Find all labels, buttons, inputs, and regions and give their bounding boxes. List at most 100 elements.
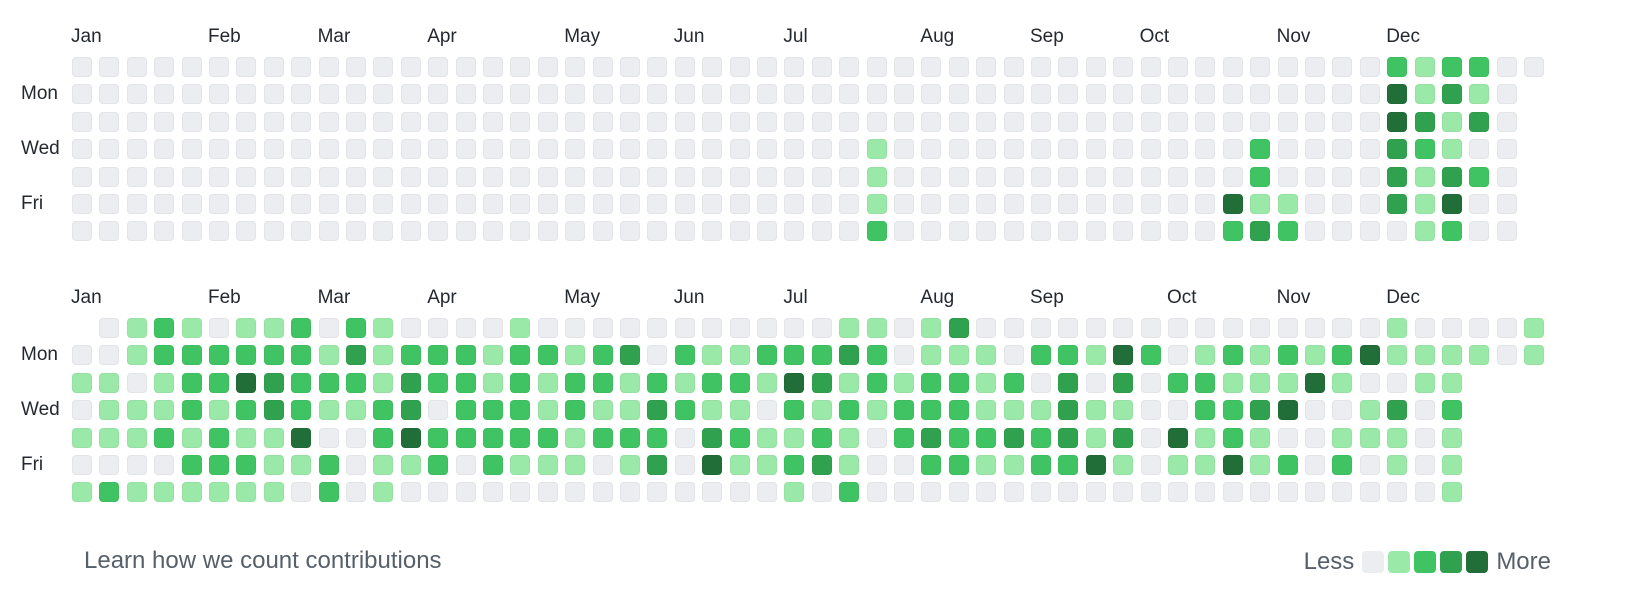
- contribution-day-cell[interactable]: [757, 221, 777, 242]
- contribution-day-cell[interactable]: [948, 318, 969, 338]
- contribution-day-cell[interactable]: [866, 194, 887, 214]
- contribution-day-cell[interactable]: [428, 455, 449, 475]
- contribution-day-cell[interactable]: [1003, 57, 1024, 77]
- contribution-day-cell[interactable]: [318, 57, 339, 77]
- contribution-day-cell[interactable]: [1277, 318, 1298, 338]
- contribution-day-cell[interactable]: [263, 194, 284, 214]
- contribution-day-cell[interactable]: [373, 57, 394, 77]
- contribution-day-cell[interactable]: [948, 84, 969, 105]
- contribution-day-cell[interactable]: [181, 194, 202, 214]
- contribution-day-cell[interactable]: [126, 427, 147, 448]
- contribution-day-cell[interactable]: [126, 166, 147, 187]
- contribution-day-cell[interactable]: [592, 318, 613, 338]
- contribution-day-cell[interactable]: [209, 455, 229, 475]
- contribution-day-cell[interactable]: [866, 345, 887, 366]
- contribution-day-cell[interactable]: [537, 400, 558, 421]
- contribution-day-cell[interactable]: [1222, 455, 1243, 475]
- contribution-day-cell[interactable]: [592, 84, 613, 105]
- contribution-day-cell[interactable]: [1003, 194, 1024, 214]
- contribution-day-cell[interactable]: [1359, 455, 1380, 475]
- contribution-day-cell[interactable]: [1222, 372, 1243, 393]
- contribution-day-cell[interactable]: [620, 455, 640, 475]
- contribution-day-cell[interactable]: [209, 318, 229, 338]
- contribution-day-cell[interactable]: [1031, 111, 1051, 132]
- contribution-day-cell[interactable]: [400, 84, 421, 105]
- contribution-day-cell[interactable]: [291, 318, 312, 338]
- contribution-day-cell[interactable]: [702, 318, 723, 338]
- contribution-day-cell[interactable]: [894, 111, 914, 132]
- contribution-day-cell[interactable]: [1031, 221, 1051, 242]
- contribution-day-cell[interactable]: [400, 427, 421, 448]
- contribution-day-cell[interactable]: [729, 166, 750, 187]
- contribution-day-cell[interactable]: [1250, 318, 1271, 338]
- contribution-day-cell[interactable]: [346, 372, 366, 393]
- contribution-day-cell[interactable]: [455, 318, 476, 338]
- contribution-day-cell[interactable]: [1222, 221, 1243, 242]
- contribution-day-cell[interactable]: [592, 455, 613, 475]
- contribution-day-cell[interactable]: [674, 194, 695, 214]
- contribution-day-cell[interactable]: [1469, 166, 1490, 187]
- contribution-day-cell[interactable]: [1250, 221, 1271, 242]
- contribution-day-cell[interactable]: [318, 139, 339, 160]
- contribution-day-cell[interactable]: [373, 139, 394, 160]
- contribution-day-cell[interactable]: [1332, 166, 1353, 187]
- contribution-day-cell[interactable]: [729, 345, 750, 366]
- contribution-day-cell[interactable]: [592, 345, 613, 366]
- contribution-day-cell[interactable]: [839, 372, 860, 393]
- contribution-day-cell[interactable]: [1442, 427, 1462, 448]
- contribution-day-cell[interactable]: [592, 57, 613, 77]
- contribution-day-cell[interactable]: [948, 345, 969, 366]
- contribution-day-cell[interactable]: [1168, 111, 1188, 132]
- contribution-day-cell[interactable]: [428, 427, 449, 448]
- contribution-day-cell[interactable]: [1250, 84, 1271, 105]
- contribution-day-cell[interactable]: [291, 455, 312, 475]
- contribution-day-cell[interactable]: [1168, 400, 1188, 421]
- contribution-day-cell[interactable]: [263, 482, 284, 503]
- contribution-day-cell[interactable]: [1140, 455, 1161, 475]
- contribution-day-cell[interactable]: [894, 455, 914, 475]
- contribution-day-cell[interactable]: [894, 372, 914, 393]
- contribution-day-cell[interactable]: [72, 372, 92, 393]
- contribution-day-cell[interactable]: [1113, 455, 1134, 475]
- contribution-day-cell[interactable]: [1469, 139, 1490, 160]
- contribution-day-cell[interactable]: [1469, 345, 1490, 366]
- contribution-day-cell[interactable]: [318, 455, 339, 475]
- contribution-day-cell[interactable]: [702, 482, 723, 503]
- contribution-day-cell[interactable]: [839, 221, 860, 242]
- contribution-day-cell[interactable]: [674, 57, 695, 77]
- contribution-day-cell[interactable]: [373, 221, 394, 242]
- contribution-day-cell[interactable]: [839, 400, 860, 421]
- contribution-day-cell[interactable]: [1496, 194, 1517, 214]
- contribution-day-cell[interactable]: [1250, 139, 1271, 160]
- contribution-day-cell[interactable]: [318, 400, 339, 421]
- contribution-day-cell[interactable]: [620, 345, 640, 366]
- contribution-day-cell[interactable]: [674, 372, 695, 393]
- contribution-day-cell[interactable]: [866, 482, 887, 503]
- contribution-day-cell[interactable]: [1031, 455, 1051, 475]
- contribution-day-cell[interactable]: [428, 166, 449, 187]
- contribution-day-cell[interactable]: [1085, 455, 1106, 475]
- contribution-day-cell[interactable]: [1305, 372, 1325, 393]
- contribution-day-cell[interactable]: [592, 111, 613, 132]
- contribution-day-cell[interactable]: [1195, 427, 1216, 448]
- contribution-day-cell[interactable]: [400, 482, 421, 503]
- contribution-day-cell[interactable]: [181, 345, 202, 366]
- contribution-day-cell[interactable]: [702, 372, 723, 393]
- contribution-day-cell[interactable]: [99, 111, 120, 132]
- contribution-day-cell[interactable]: [72, 194, 92, 214]
- contribution-day-cell[interactable]: [1031, 57, 1051, 77]
- contribution-day-cell[interactable]: [866, 455, 887, 475]
- contribution-day-cell[interactable]: [373, 455, 394, 475]
- contribution-day-cell[interactable]: [263, 427, 284, 448]
- contribution-day-cell[interactable]: [1277, 345, 1298, 366]
- contribution-day-cell[interactable]: [921, 455, 942, 475]
- contribution-day-cell[interactable]: [291, 221, 312, 242]
- contribution-day-cell[interactable]: [976, 455, 997, 475]
- contribution-day-cell[interactable]: [1195, 166, 1216, 187]
- contribution-day-cell[interactable]: [1250, 194, 1271, 214]
- contribution-day-cell[interactable]: [784, 427, 805, 448]
- contribution-day-cell[interactable]: [1277, 455, 1298, 475]
- contribution-day-cell[interactable]: [181, 455, 202, 475]
- contribution-day-cell[interactable]: [1277, 57, 1298, 77]
- contribution-day-cell[interactable]: [1387, 345, 1408, 366]
